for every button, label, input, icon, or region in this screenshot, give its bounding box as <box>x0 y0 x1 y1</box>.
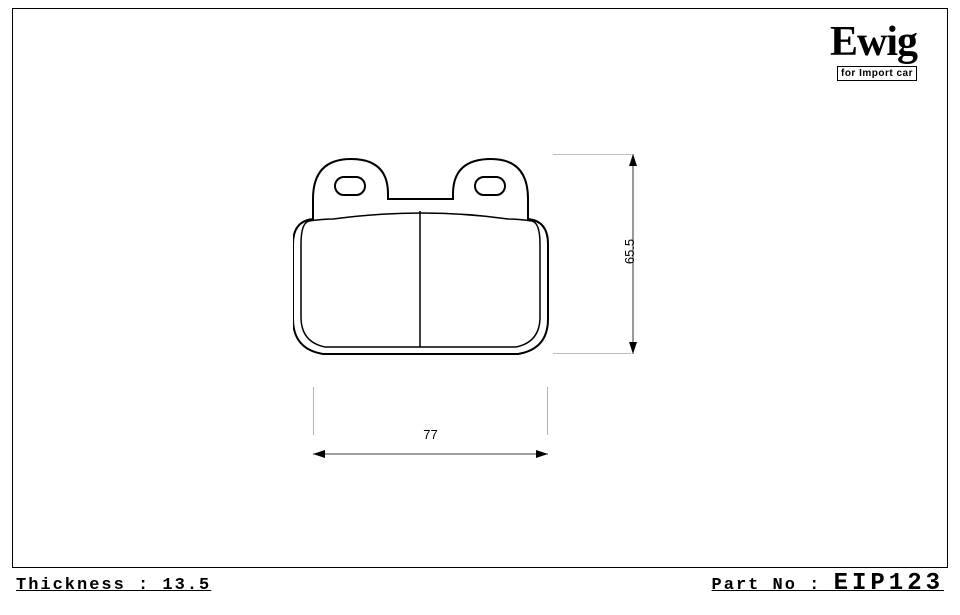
logo-main-text: Ewig <box>830 21 917 63</box>
brand-logo: Ewig for Import car <box>830 21 917 81</box>
width-ext-lines <box>313 387 548 437</box>
width-dim-line <box>313 444 548 464</box>
drawing-frame: Ewig for Import car 77 <box>12 8 948 568</box>
height-ext-lines <box>553 154 633 354</box>
height-dimension: 65.5 <box>623 154 653 354</box>
thickness-label: Thickness : 13.5 <box>16 576 211 595</box>
part-label: Part No : <box>712 576 822 595</box>
width-dimension: 77 <box>313 427 548 469</box>
part-number: Part No : EIP123 <box>712 570 944 597</box>
thickness-value: 13.5 <box>162 576 211 595</box>
thickness-text: Thickness : <box>16 576 150 595</box>
footer: Thickness : 13.5 Part No : EIP123 <box>16 570 944 597</box>
part-value: EIP123 <box>834 570 944 597</box>
logo-sub-text: for Import car <box>837 66 917 81</box>
